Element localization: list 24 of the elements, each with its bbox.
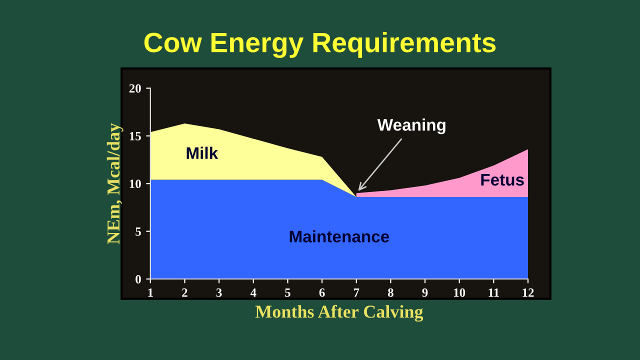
x-tick-label: 11 [488,288,499,297]
x-axis-title: Months After Calving [255,304,424,322]
y-tick-label: 15 [130,132,141,140]
x-tick-label: 8 [388,288,394,297]
y-tick-label: 5 [136,227,141,236]
annotation: Weaning [377,118,446,134]
x-tick-label: 7 [354,288,360,297]
y-tick-label: 0 [136,275,141,284]
x-tick-label: 10 [454,288,466,297]
x-tick-label: 5 [285,288,290,297]
series-label: Milk [186,146,218,159]
x-tick-label: 1 [148,288,153,297]
x-tick-label: 12 [522,288,534,297]
x-tick-label: 2 [182,288,188,297]
y-tick-label: 10 [130,180,141,188]
x-tick-label: 4 [250,288,256,297]
x-tick-label: 9 [422,288,428,297]
y-axis-title: NEm, Mcal/day [106,123,124,244]
x-tick-label: 6 [319,288,325,297]
chart-title: Cow Energy Requirements [144,32,496,58]
series-label: Maintenance [290,230,390,242]
x-tick-label: 3 [216,288,222,297]
y-tick-label: 20 [129,84,141,93]
series-label: Fetus [481,174,524,186]
